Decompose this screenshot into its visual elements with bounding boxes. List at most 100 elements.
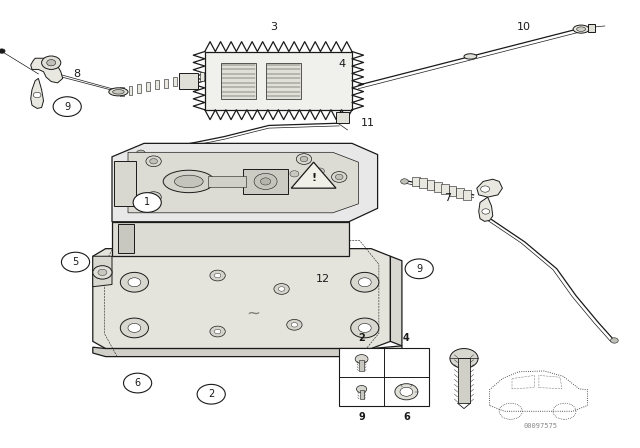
Circle shape <box>274 284 289 294</box>
Circle shape <box>395 383 418 400</box>
Circle shape <box>296 154 312 164</box>
Bar <box>339 348 429 406</box>
Bar <box>138 84 141 93</box>
Bar <box>182 75 186 84</box>
Bar <box>156 80 159 89</box>
FancyBboxPatch shape <box>463 190 471 200</box>
Circle shape <box>611 338 618 343</box>
Circle shape <box>405 259 433 279</box>
Circle shape <box>136 150 145 156</box>
Polygon shape <box>479 197 493 221</box>
Circle shape <box>42 56 61 69</box>
Text: 1: 1 <box>144 198 150 207</box>
Circle shape <box>351 318 379 338</box>
Circle shape <box>482 209 490 214</box>
Text: 7: 7 <box>444 193 452 203</box>
Circle shape <box>214 329 221 334</box>
FancyBboxPatch shape <box>434 182 442 192</box>
Ellipse shape <box>464 54 477 59</box>
Circle shape <box>356 385 367 392</box>
Bar <box>200 72 204 81</box>
Text: !: ! <box>311 173 316 183</box>
Bar <box>458 358 470 403</box>
Circle shape <box>290 171 299 177</box>
Bar <box>360 390 364 399</box>
Text: 2: 2 <box>358 333 365 343</box>
Circle shape <box>358 278 371 287</box>
FancyBboxPatch shape <box>427 181 435 190</box>
Bar <box>118 224 134 253</box>
Bar <box>114 161 136 206</box>
Ellipse shape <box>113 90 124 94</box>
Polygon shape <box>291 162 336 188</box>
Circle shape <box>351 272 379 292</box>
Circle shape <box>124 373 152 393</box>
Text: 9: 9 <box>358 412 365 422</box>
Bar <box>129 86 132 95</box>
Polygon shape <box>93 256 112 287</box>
Circle shape <box>450 349 478 368</box>
Circle shape <box>316 168 324 174</box>
Bar <box>359 359 364 371</box>
Circle shape <box>210 270 225 281</box>
Circle shape <box>358 323 371 332</box>
Text: 11: 11 <box>361 118 375 128</box>
Text: 00097575: 00097575 <box>524 423 558 430</box>
Bar <box>191 73 195 82</box>
Circle shape <box>120 272 148 292</box>
Ellipse shape <box>174 175 204 188</box>
Text: 6: 6 <box>134 378 141 388</box>
Text: 8: 8 <box>73 69 81 79</box>
Circle shape <box>0 49 5 53</box>
Ellipse shape <box>573 25 589 33</box>
Circle shape <box>355 355 368 364</box>
Circle shape <box>150 194 157 200</box>
Text: 10: 10 <box>516 22 531 32</box>
Circle shape <box>335 174 343 180</box>
Circle shape <box>33 92 41 98</box>
Bar <box>120 87 124 96</box>
Circle shape <box>401 179 408 184</box>
Circle shape <box>214 273 221 278</box>
Polygon shape <box>390 256 402 346</box>
Circle shape <box>133 193 161 212</box>
Circle shape <box>146 156 161 167</box>
Circle shape <box>210 326 225 337</box>
Circle shape <box>260 178 271 185</box>
Bar <box>147 82 150 91</box>
Bar <box>243 169 288 194</box>
Circle shape <box>287 319 302 330</box>
Circle shape <box>53 97 81 116</box>
Polygon shape <box>112 143 378 222</box>
Polygon shape <box>205 52 352 110</box>
Text: 12: 12 <box>316 274 330 284</box>
Ellipse shape <box>163 170 214 193</box>
Circle shape <box>128 323 141 332</box>
Ellipse shape <box>109 88 128 96</box>
Circle shape <box>291 323 298 327</box>
Ellipse shape <box>577 27 586 31</box>
Circle shape <box>146 192 161 202</box>
Circle shape <box>278 287 285 291</box>
Text: 3: 3 <box>270 22 276 32</box>
Polygon shape <box>93 249 390 349</box>
Circle shape <box>481 186 490 192</box>
Circle shape <box>400 387 413 396</box>
Bar <box>588 24 595 32</box>
Circle shape <box>47 60 56 66</box>
Text: ~: ~ <box>246 305 260 323</box>
Bar <box>179 73 198 89</box>
Polygon shape <box>31 78 44 108</box>
Polygon shape <box>477 179 502 197</box>
Polygon shape <box>31 58 63 83</box>
Polygon shape <box>112 222 349 256</box>
Circle shape <box>300 156 308 162</box>
Circle shape <box>61 252 90 272</box>
FancyBboxPatch shape <box>442 184 449 194</box>
FancyBboxPatch shape <box>412 177 420 186</box>
Bar <box>266 63 301 99</box>
Circle shape <box>332 172 347 182</box>
FancyBboxPatch shape <box>419 178 427 188</box>
Bar <box>221 63 256 99</box>
Bar <box>173 77 177 86</box>
